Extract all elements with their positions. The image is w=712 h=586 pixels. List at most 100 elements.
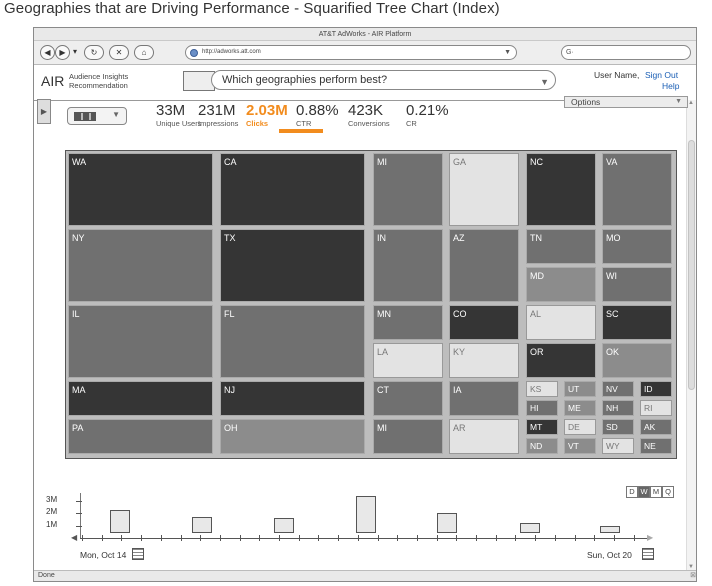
options-label: Options (571, 97, 601, 107)
question-select[interactable]: Which geographies perform best? ▼ (211, 70, 556, 90)
tree-cell-ak[interactable]: AK (640, 419, 672, 435)
tree-cell-ri[interactable]: RI (640, 400, 672, 416)
metric-conversions[interactable]: 423K Conversions (348, 103, 390, 129)
timeline-x-tick (633, 535, 635, 541)
address-bar[interactable]: http://adworks.att.com ▼ (185, 45, 517, 60)
timeline-bar[interactable] (437, 513, 457, 533)
tree-cell-ne[interactable]: NE (640, 438, 672, 454)
tree-cell-in[interactable]: IN (373, 229, 443, 302)
tree-cell-wy[interactable]: WY (602, 438, 634, 454)
tree-cell-ar[interactable]: AR (449, 419, 519, 454)
timeline-bar[interactable] (356, 496, 376, 533)
tree-cell-il[interactable]: IL (68, 305, 213, 378)
stop-icon[interactable]: ✕ (109, 45, 129, 60)
tree-cell-ca[interactable]: CA (220, 153, 365, 226)
tree-cell-nh[interactable]: NH (602, 400, 634, 416)
tree-cell-md[interactable]: MD (526, 267, 596, 302)
view-selector[interactable]: ▼ (67, 107, 127, 125)
chevron-down-icon: ▼ (675, 98, 682, 105)
tree-cell-tx[interactable]: TX (220, 229, 365, 302)
tree-cell-ks[interactable]: KS (526, 381, 558, 397)
scroll-down-icon[interactable]: ▼ (688, 564, 694, 570)
timeline-bar[interactable] (274, 518, 294, 533)
tree-cell-wi[interactable]: WI (602, 267, 672, 302)
tree-cell-ok[interactable]: OK (602, 343, 672, 378)
tree-cell-mo[interactable]: MO (602, 229, 672, 264)
forward-icon[interactable]: ▶ (55, 45, 70, 60)
tree-cell-me[interactable]: ME (564, 400, 596, 416)
metric-impressions[interactable]: 231M Impressions (198, 103, 238, 129)
timeline-bar[interactable] (520, 523, 540, 533)
timeline-x-tick (476, 535, 477, 541)
sign-out-link[interactable]: Sign Out (645, 70, 679, 80)
tree-cell-or[interactable]: OR (526, 343, 596, 378)
scroll-up-icon[interactable]: ▲ (688, 100, 694, 106)
vertical-scrollbar[interactable]: ▲ ▼ (686, 100, 696, 570)
scrollbar-thumb[interactable] (688, 140, 695, 390)
tree-cell-nd[interactable]: ND (526, 438, 558, 454)
resize-grip-icon[interactable]: ⊠ (690, 572, 696, 579)
tree-cell-az[interactable]: AZ (449, 229, 519, 302)
timeline-x-tick (180, 535, 182, 541)
timeline-prev-icon[interactable]: ◀ (71, 533, 78, 542)
tree-cell-nc[interactable]: NC (526, 153, 596, 226)
tree-cell-ga[interactable]: GA (449, 153, 519, 226)
metric-clicks[interactable]: 2.03M Clicks (246, 103, 288, 129)
tree-cell-nj[interactable]: NJ (220, 381, 365, 416)
metric-cr[interactable]: 0.21% CR (406, 103, 449, 129)
tree-cell-nv[interactable]: NV (602, 381, 634, 397)
tree-cell-fl[interactable]: FL (220, 305, 365, 378)
globe-icon (190, 49, 198, 57)
dropdown-icon[interactable]: ▾ (72, 47, 77, 56)
tree-cell-tn[interactable]: TN (526, 229, 596, 264)
tree-cell-sc[interactable]: SC (602, 305, 672, 340)
tree-cell-id[interactable]: ID (640, 381, 672, 397)
range-m-button[interactable]: M (650, 486, 662, 498)
tree-cell-mi[interactable]: MI (373, 419, 443, 454)
calendar-icon[interactable] (132, 548, 144, 560)
tree-cell-va[interactable]: VA (602, 153, 672, 226)
calendar-icon[interactable] (642, 548, 654, 560)
tree-cell-sd[interactable]: SD (602, 419, 634, 435)
timeline-x-tick (357, 535, 359, 541)
tree-cell-ia[interactable]: IA (449, 381, 519, 416)
range-q-button[interactable]: Q (662, 486, 674, 498)
metric-value: 0.88% (296, 102, 339, 119)
refresh-icon[interactable]: ↻ (84, 45, 104, 60)
tree-cell-ct[interactable]: CT (373, 381, 443, 416)
tree-cell-mi[interactable]: MI (373, 153, 443, 226)
metric-ctr[interactable]: 0.88% CTR (296, 102, 339, 129)
metric-unique-users[interactable]: 33M Unique Users (156, 103, 201, 129)
tree-cell-mt[interactable]: MT (526, 419, 558, 435)
tree-cell-ky[interactable]: KY (449, 343, 519, 378)
home-icon[interactable]: ⌂ (134, 45, 154, 60)
tree-cell-mn[interactable]: MN (373, 305, 443, 340)
chevron-down-icon: ▼ (112, 110, 120, 119)
range-w-button[interactable]: W (638, 486, 650, 498)
tree-cell-la[interactable]: LA (373, 343, 443, 378)
timeline-bar[interactable] (110, 509, 130, 533)
help-link[interactable]: Help (662, 81, 680, 91)
sidebar-expand-tab[interactable]: ▶ (37, 99, 51, 124)
browser-search-input[interactable]: G· (561, 45, 691, 60)
tree-cell-hi[interactable]: HI (526, 400, 558, 416)
tree-cell-ma[interactable]: MA (68, 381, 213, 416)
tree-cell-de[interactable]: DE (564, 419, 596, 435)
options-dropdown[interactable]: Options ▼ (564, 96, 688, 108)
tree-cell-al[interactable]: AL (526, 305, 596, 340)
timeline-next-icon[interactable]: ▶ (647, 533, 654, 542)
timeline-x-tick (318, 535, 320, 541)
tree-cell-co[interactable]: CO (449, 305, 519, 340)
range-d-button[interactable]: D (626, 486, 638, 498)
tree-cell-wa[interactable]: WA (68, 153, 213, 226)
timeline-bar[interactable] (600, 525, 620, 533)
back-icon[interactable]: ◀ (40, 45, 55, 60)
chevron-down-icon[interactable]: ▼ (504, 49, 511, 56)
tree-cell-ny[interactable]: NY (68, 229, 213, 302)
tree-cell-oh[interactable]: OH (220, 419, 365, 454)
tree-cell-pa[interactable]: PA (68, 419, 213, 454)
tree-cell-vt[interactable]: VT (564, 438, 596, 454)
tree-cell-ut[interactable]: UT (564, 381, 596, 397)
timeline-y-tick: 1M (46, 519, 58, 529)
timeline-bar[interactable] (192, 517, 212, 533)
